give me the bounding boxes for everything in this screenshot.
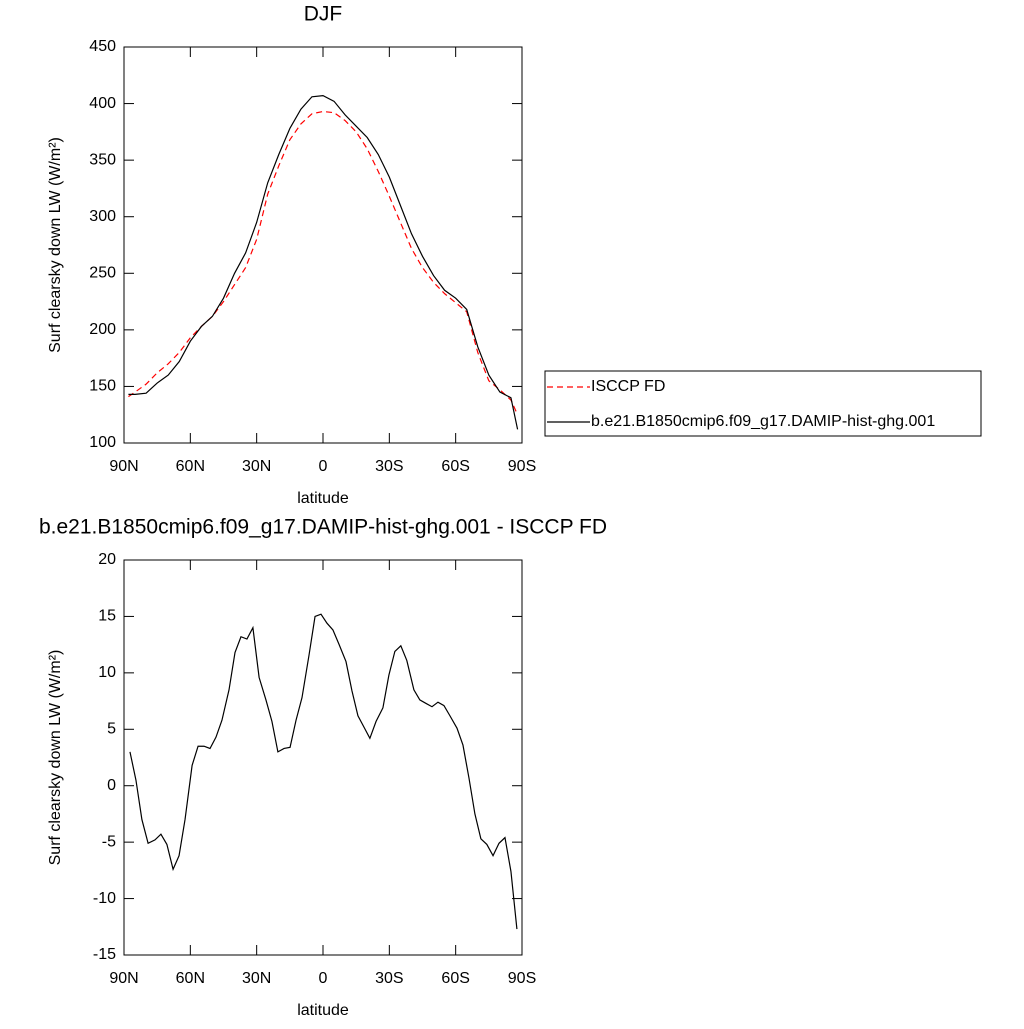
chart-title: DJF: [304, 3, 343, 26]
y-tick-label: -10: [93, 890, 116, 907]
plot-frame: [123, 46, 523, 444]
y-tick-label: 10: [98, 664, 116, 681]
x-tick-label: 90S: [508, 970, 536, 987]
y-tick-label: 450: [89, 38, 116, 55]
y-tick-label: 400: [89, 95, 116, 112]
x-tick-label: 90N: [109, 458, 138, 475]
y-tick-label: 200: [89, 321, 116, 338]
data-line: [129, 613, 518, 930]
y-tick-label: 350: [89, 151, 116, 168]
plot-frame: [123, 559, 523, 956]
data-line: [128, 95, 519, 430]
x-tick-label: 0: [319, 458, 328, 475]
x-tick-label: 60N: [176, 458, 205, 475]
y-tick-label: 15: [98, 608, 116, 625]
x-axis-label: latitude: [297, 1002, 349, 1019]
data-line: [128, 110, 519, 415]
legend-box: [544, 370, 982, 437]
legend-label: ISCCP FD: [591, 378, 665, 395]
x-axis-label: latitude: [297, 490, 349, 507]
x-tick-label: 90N: [109, 970, 138, 987]
legend-label: b.e21.B1850cmip6.f09_g17.DAMIP-hist-ghg.…: [591, 413, 935, 430]
y-axis-label: Surf clearsky down LW (W/m²): [47, 650, 64, 866]
y-tick-label: 20: [98, 551, 116, 568]
x-tick-label: 60N: [176, 970, 205, 987]
y-tick-label: 5: [107, 721, 116, 738]
x-tick-label: 30N: [242, 458, 271, 475]
x-tick-label: 60S: [441, 458, 469, 475]
y-tick-label: 0: [107, 777, 116, 794]
x-tick-label: 30N: [242, 970, 271, 987]
x-tick-label: 30S: [375, 970, 403, 987]
y-tick-label: -5: [102, 833, 116, 850]
x-tick-label: 90S: [508, 458, 536, 475]
y-tick-label: 100: [89, 434, 116, 451]
x-tick-label: 30S: [375, 458, 403, 475]
y-tick-label: 250: [89, 265, 116, 282]
x-tick-label: 0: [319, 970, 328, 987]
chart-title: b.e21.B1850cmip6.f09_g17.DAMIP-hist-ghg.…: [39, 516, 607, 539]
y-axis-label: Surf clearsky down LW (W/m²): [47, 137, 64, 353]
x-tick-label: 60S: [441, 970, 469, 987]
y-tick-label: 150: [89, 378, 116, 395]
y-tick-label: 300: [89, 208, 116, 225]
y-tick-label: -15: [93, 946, 116, 963]
